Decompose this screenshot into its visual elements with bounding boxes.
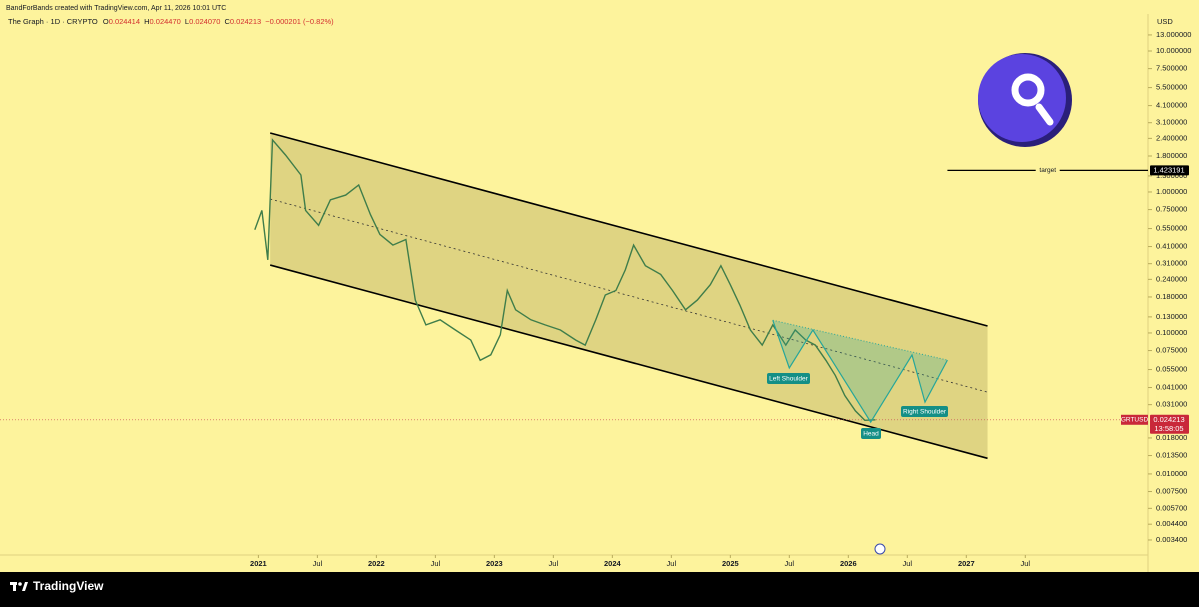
symbol-label: GRTUSD <box>1121 417 1149 424</box>
y-tick-label: 0.013500 <box>1156 451 1187 460</box>
legend-line: The Graph · 1D · CRYPTO O0.024414 H0.024… <box>8 17 334 26</box>
symbol: The Graph · 1D · CRYPTO <box>8 17 98 26</box>
y-tick-label: 0.007500 <box>1156 487 1187 496</box>
low-label: L <box>185 17 189 26</box>
y-tick-label: 4.100000 <box>1156 101 1187 110</box>
y-tick-label: 0.240000 <box>1156 274 1187 283</box>
footer-logo <box>10 582 28 591</box>
channel-lower <box>269 264 988 460</box>
y-tick-label: 0.010000 <box>1156 469 1187 478</box>
logo-tail <box>1035 103 1054 126</box>
y-tick-label: 0.003400 <box>1156 535 1187 544</box>
y-tick-label: 0.004400 <box>1156 519 1187 528</box>
low: 0.024070 <box>189 17 220 26</box>
x-tick-label: Jul <box>785 559 795 568</box>
pattern-fill <box>772 320 948 423</box>
x-tick-label: 2027 <box>958 559 975 568</box>
target-price: 1.423191 <box>1153 165 1184 174</box>
x-tick-label: 2023 <box>486 559 503 568</box>
y-tick-label: 13.000000 <box>1156 30 1191 39</box>
target-label: target <box>1039 167 1056 174</box>
y-tick-label: 0.310000 <box>1156 259 1187 268</box>
event-icon <box>874 543 886 555</box>
y-tick-label: 0.075000 <box>1156 346 1187 355</box>
currency: USD <box>1157 17 1173 26</box>
y-tick-label: 1.800000 <box>1156 151 1187 160</box>
y-tick-label: 3.100000 <box>1156 118 1187 127</box>
y-tick-label: 0.018000 <box>1156 433 1187 442</box>
x-tick-label: 2024 <box>604 559 622 568</box>
y-tick-label: 5.500000 <box>1156 83 1187 92</box>
y-tick-label: 7.500000 <box>1156 64 1187 73</box>
x-tick-label: Jul <box>667 559 677 568</box>
annotation: Left Shoulder <box>769 376 809 383</box>
close: 0.024213 <box>230 17 261 26</box>
y-tick-label: 0.750000 <box>1156 205 1187 214</box>
credit: BandForBands created with TradingView.co… <box>6 5 226 12</box>
target-price-box <box>1150 165 1189 176</box>
high: 0.024470 <box>150 17 181 26</box>
y-tick-label: 1.300000 <box>1156 171 1187 180</box>
y-tick-label: 0.005700 <box>1156 503 1187 512</box>
y-tick-label: 10.000000 <box>1156 46 1191 55</box>
x-tick-label: 2025 <box>722 559 739 568</box>
high-label: H <box>144 17 149 26</box>
close-label: C <box>224 17 230 26</box>
annotation-box <box>861 428 881 439</box>
footer-brand: TradingView <box>33 579 104 593</box>
price-box <box>1150 414 1189 434</box>
y-tick-label: 0.041000 <box>1156 383 1187 392</box>
x-tick-label: Jul <box>1020 559 1030 568</box>
y-tick-label: 2.400000 <box>1156 133 1187 142</box>
price-line <box>254 138 876 422</box>
annotation: Head <box>863 431 879 438</box>
logo-bar <box>13 582 16 591</box>
annotation-box <box>901 406 948 417</box>
y-tick-label: 0.550000 <box>1156 224 1187 233</box>
y-tick-label: 0.055000 <box>1156 365 1187 374</box>
y-tick-label: 0.031000 <box>1156 400 1187 409</box>
symbol-box <box>1121 414 1148 425</box>
x-tick-label: Jul <box>903 559 913 568</box>
logo-ring <box>1011 73 1045 107</box>
logo-slant <box>22 582 28 591</box>
x-tick-label: Jul <box>431 559 441 568</box>
y-tick-label: 1.000000 <box>1156 187 1187 196</box>
y-tick-label: 0.100000 <box>1156 328 1187 337</box>
target-label-bg <box>1035 166 1060 175</box>
change: −0.000201 (−0.82%) <box>265 17 334 26</box>
x-tick-label: Jul <box>549 559 559 568</box>
annotation: Right Shoulder <box>903 409 947 416</box>
x-tick-label: 2021 <box>250 559 267 568</box>
y-tick-label: 0.130000 <box>1156 312 1187 321</box>
annotation-box <box>767 373 810 384</box>
x-tick-label: Jul <box>313 559 323 568</box>
channel-upper <box>269 132 988 327</box>
price-label: 0.024213 <box>1153 415 1184 424</box>
logo-dot <box>18 582 22 586</box>
open-label: O <box>103 17 109 26</box>
countdown: 13:58:05 <box>1154 424 1183 433</box>
pattern-line <box>772 320 948 424</box>
logo <box>978 53 1072 147</box>
channel-mid <box>270 198 988 393</box>
y-tick-label: 0.180000 <box>1156 292 1187 301</box>
y-tick-label: 0.410000 <box>1156 242 1187 251</box>
footer-bar <box>0 572 1199 602</box>
x-tick-label: 2022 <box>368 559 385 568</box>
open: 0.024414 <box>109 17 140 26</box>
plot: Left Shoulder Head Right Shoulder <box>0 132 1148 460</box>
x-tick-label: 2026 <box>840 559 857 568</box>
